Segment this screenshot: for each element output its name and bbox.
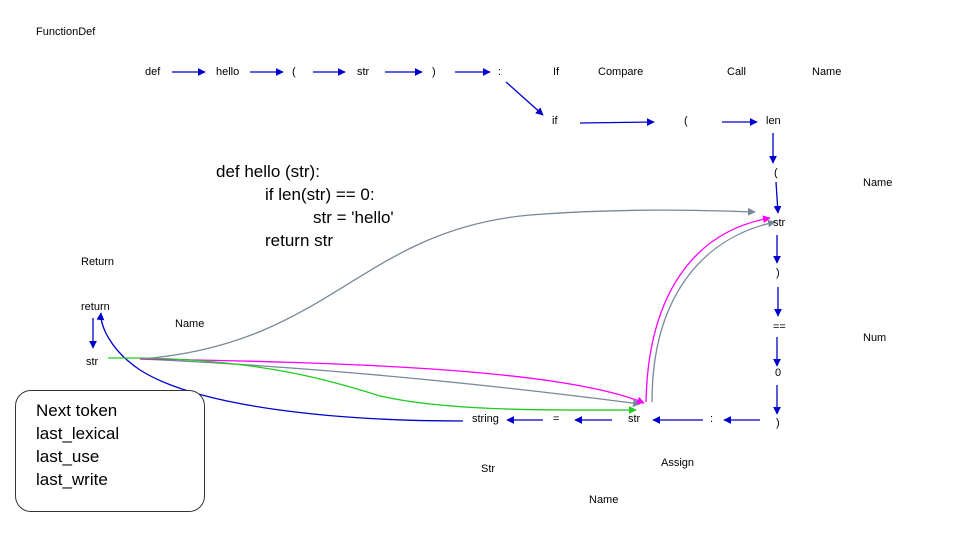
node-call: Call xyxy=(727,66,746,78)
node-num: Num xyxy=(863,332,887,344)
token-lparen: ( xyxy=(684,115,688,127)
token-eqeq: == xyxy=(773,321,786,333)
token-if: if xyxy=(552,115,558,127)
legend-label-last-use: last_use xyxy=(36,447,100,466)
legend: Next token last_lexical last_use last_wr… xyxy=(15,390,205,512)
node-assign: Assign xyxy=(661,457,695,469)
last-lexical-edges xyxy=(139,215,771,404)
token-hello: hello xyxy=(216,66,240,78)
node-name-top: Name xyxy=(812,66,842,78)
code-line-2: if len(str) == 0: xyxy=(265,185,375,204)
legend-label-last-write: last_write xyxy=(36,470,108,489)
node-if: If xyxy=(553,66,560,78)
last-use-edges xyxy=(139,207,776,407)
token-colon: : xyxy=(498,66,502,78)
token-str: str xyxy=(773,217,786,229)
node-name-right: Name xyxy=(863,177,893,189)
token-len: len xyxy=(766,115,781,127)
node-compare: Compare xyxy=(598,66,644,78)
token-lparen: ( xyxy=(774,167,778,179)
token-rparen: ) xyxy=(776,267,780,279)
legend-label-last-lexical: last_lexical xyxy=(36,424,120,443)
token-str: str xyxy=(86,356,99,368)
token-str: str xyxy=(357,66,370,78)
token-def: def xyxy=(145,66,161,78)
node-return: Return xyxy=(81,256,115,268)
token-colon: : xyxy=(710,413,714,425)
node-functiondef: FunctionDef xyxy=(36,26,96,38)
code-line-3: str = 'hello' xyxy=(313,208,394,227)
token-assign: = xyxy=(553,413,560,425)
node-name-left: Name xyxy=(175,318,205,330)
token-rparen: ) xyxy=(432,66,436,78)
token-zero: 0 xyxy=(775,367,782,379)
token-str: str xyxy=(628,413,641,425)
token-lparen: ( xyxy=(292,66,296,78)
token-return: return xyxy=(81,301,110,313)
node-name-bottom: Name xyxy=(589,494,619,506)
code-line-4: return str xyxy=(265,231,334,250)
last-write-edges xyxy=(108,357,637,414)
legend-label-next-token: Next token xyxy=(36,401,118,420)
token-rparen: ) xyxy=(776,417,780,429)
code-line-1: def hello (str): xyxy=(216,162,320,181)
node-str: Str xyxy=(481,463,496,475)
token-string: string xyxy=(472,413,499,425)
